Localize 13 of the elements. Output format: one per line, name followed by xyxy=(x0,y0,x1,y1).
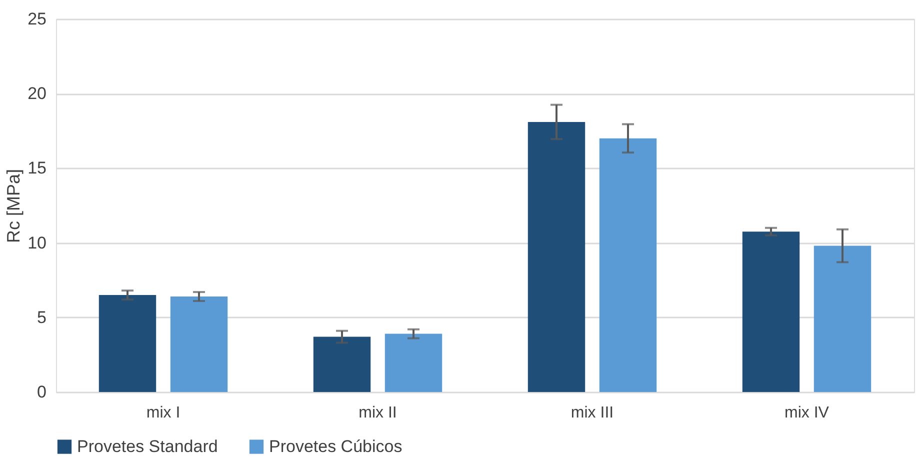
y-tick-label: 5 xyxy=(37,308,46,327)
y-tick-label: 15 xyxy=(28,158,46,178)
legend-label: Provetes Cúbicos xyxy=(269,436,402,456)
y-tick-label: 20 xyxy=(28,84,46,104)
y-tick-label: 0 xyxy=(37,382,46,402)
x-tick-label: mix III xyxy=(570,404,614,422)
y-tick-label: 25 xyxy=(28,10,46,28)
legend-label: Provetes Standard xyxy=(77,436,218,456)
x-tick-label: mix I xyxy=(146,404,180,422)
x-tick-label: mix IV xyxy=(784,404,830,422)
y-axis-title: Rc [MPa] xyxy=(4,168,24,244)
x-tick-label: mix II xyxy=(358,404,397,422)
y-tick-label: 10 xyxy=(28,233,46,252)
